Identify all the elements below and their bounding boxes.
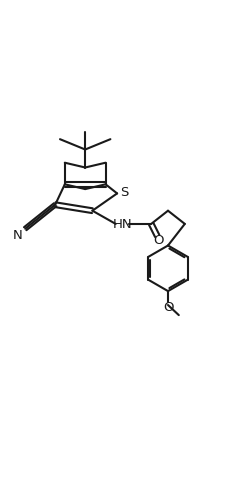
Text: O: O xyxy=(163,300,173,313)
Text: HN: HN xyxy=(113,218,132,231)
Text: S: S xyxy=(120,186,128,199)
Text: N: N xyxy=(13,228,23,241)
Text: O: O xyxy=(153,233,164,247)
